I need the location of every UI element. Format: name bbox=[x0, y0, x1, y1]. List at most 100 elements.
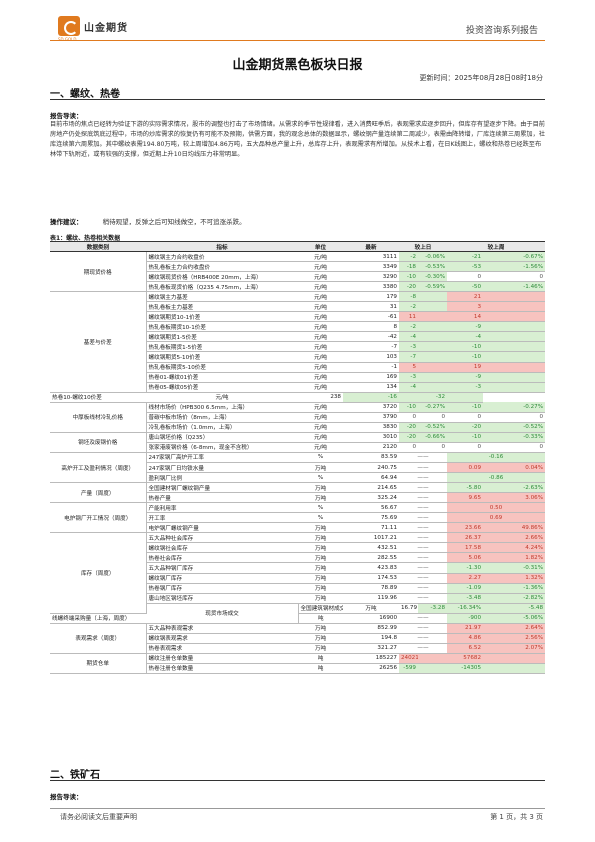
week-change-cell: -14305 bbox=[447, 663, 484, 674]
indicator-cell: 热轧卷板主力基差 bbox=[146, 301, 298, 313]
table-row: 电炉钢厂开工情况（周度） 产能利用率% 56.67 —— 0.50 bbox=[50, 502, 546, 534]
latest-value-cell: 31 bbox=[343, 301, 399, 313]
week-change-cell: 17.58 bbox=[447, 542, 484, 554]
latest-value-cell: 321.27 bbox=[343, 643, 399, 654]
week-change-cell: 57682 bbox=[447, 653, 484, 664]
indicator-cell: 螺纹钢社会库存 bbox=[146, 542, 298, 554]
day-change-cell: -3 bbox=[399, 341, 418, 353]
day-change-cell: -20 bbox=[399, 281, 418, 293]
day-change-cell: -3.28 bbox=[418, 603, 448, 614]
week-change-cell: 6.52 bbox=[447, 643, 484, 654]
day-change-cell: -10 bbox=[399, 402, 418, 413]
section-divider bbox=[50, 780, 545, 781]
week-change-pct-cell: 0 bbox=[483, 442, 546, 453]
week-change-cell: -1.09 bbox=[447, 583, 484, 594]
indicator-cell: 螺纹钢期货10-1价差 bbox=[146, 311, 298, 323]
week-change-pct-cell: -1.46% bbox=[483, 281, 546, 293]
unit-cell: 元/吨 bbox=[298, 331, 343, 343]
indicator-cell: 普碳中板市场价（8mm，上海） bbox=[146, 412, 298, 423]
indicator-cell: 热卷05-螺纹05价差 bbox=[146, 382, 298, 393]
latest-value-cell: 174.53 bbox=[343, 573, 399, 584]
latest-value-cell: 214.65 bbox=[343, 482, 399, 494]
operation-advice-label: 操作建议： bbox=[50, 218, 83, 226]
week-change-cell: -9 bbox=[447, 321, 484, 333]
report-guide-label: 报告导读： bbox=[50, 793, 83, 801]
week-change-pct-cell bbox=[483, 372, 546, 383]
week-change-pct-cell bbox=[483, 331, 546, 343]
day-change-cell: 0 bbox=[399, 442, 418, 453]
latest-value-cell: 852.99 bbox=[343, 623, 399, 634]
operation-advice: 操作建议： 稍待观望，反弹之后可知线做空，不可追涨杀跌。 bbox=[50, 216, 246, 226]
table-row: 冷轧卷板市场价（1.0mm，上海） 元/吨 3830 -20 -0.52% -20 -0.5… bbox=[50, 422, 546, 433]
week-change-cell: 3 bbox=[447, 301, 484, 313]
indicator-cell: 热轧卷板期货1-5价差 bbox=[146, 341, 298, 353]
day-change-pct-cell: -16.34% bbox=[447, 603, 484, 614]
week-change-pct-cell: 49.86% bbox=[483, 522, 546, 534]
table-row: 库存（周度） 五大品种社会库存 万吨 1017.21 —— 26.37 2.66% bbox=[50, 532, 546, 614]
week-change-cell: 4.86 bbox=[447, 633, 484, 644]
day-change-pct-cell: -0.06% bbox=[418, 251, 448, 263]
day-change-pct-cell bbox=[418, 351, 448, 363]
latest-value-cell: 432.51 bbox=[343, 542, 399, 554]
unit-cell: 吨 bbox=[298, 613, 343, 624]
day-change-pct-cell: -0.30% bbox=[418, 271, 448, 283]
day-change-cell: —— bbox=[399, 512, 448, 524]
day-change-cell: 24021 bbox=[399, 653, 418, 664]
logo-text: 山金期货 bbox=[84, 22, 128, 34]
disclaimer-note: 请务必阅读文后重要声明 bbox=[60, 813, 137, 821]
section-heading-rebar: 一、螺纹、热卷 bbox=[50, 89, 120, 100]
report-series: 投资咨询系列报告 bbox=[465, 26, 538, 36]
indicator-cell: 螺纹注册仓单数量 bbox=[146, 653, 298, 664]
day-change-pct-cell bbox=[418, 382, 448, 393]
category-cell: 库存（周度） bbox=[50, 532, 147, 614]
category-cell: 产量（周度） bbox=[50, 482, 147, 504]
week-change-cell: 19 bbox=[447, 362, 484, 373]
table-row: 表观需求（周度） 五大品种表观需求 万吨 852.99 —— 21.97 2.64% bbox=[50, 623, 546, 654]
indicator-cell: 热轧卷板主力合约收盘价 bbox=[146, 261, 298, 273]
unit-cell: 万吨 bbox=[298, 552, 343, 564]
week-change-cell: 9.65 bbox=[447, 492, 484, 504]
week-change-cell: -3.48 bbox=[447, 593, 484, 604]
week-change-cell: 0.50 bbox=[447, 502, 546, 514]
category-cell: 电炉钢厂开工情况（周度） bbox=[50, 502, 147, 534]
latest-value-cell: 8 bbox=[343, 321, 399, 333]
indicator-cell: 五大品种社会库存 bbox=[146, 532, 298, 544]
unit-cell: 万吨 bbox=[298, 562, 343, 574]
latest-value-cell: 185227 bbox=[343, 653, 399, 664]
latest-value-cell: 325.24 bbox=[343, 492, 399, 504]
latest-value-cell: 179 bbox=[343, 291, 399, 303]
day-change-pct-cell bbox=[418, 301, 448, 313]
latest-value-cell: 119.96 bbox=[343, 593, 399, 604]
latest-value-cell: 3720 bbox=[343, 402, 399, 413]
unit-cell: 万吨 bbox=[298, 593, 343, 604]
indicator-cell: 冷轧卷板市场价（1.0mm，上海） bbox=[146, 422, 298, 433]
table-row: 产量（周度） 全国建材钢厂螺纹钢产量 万吨 214.65 —— -5.80 -2.63% bbox=[50, 482, 546, 504]
unit-cell: 万吨 bbox=[298, 643, 343, 654]
week-change-pct-cell: -2.82% bbox=[483, 593, 546, 604]
table-row: 现货市场成交全国建筑钢材成交量（7天移动均值，钢银）万吨16.79-3.28-1… bbox=[50, 603, 546, 624]
week-change-pct-cell: -0.31% bbox=[483, 562, 546, 574]
report-guide-label: 报告导读： bbox=[50, 112, 83, 120]
indicator-cell: 螺纹钢期货5-10价差 bbox=[146, 351, 298, 363]
latest-value-cell: 3010 bbox=[343, 432, 399, 443]
week-change-cell: -32 bbox=[418, 392, 448, 403]
latest-value-cell: 64.94 bbox=[343, 472, 399, 484]
latest-value-cell: 2120 bbox=[343, 442, 399, 453]
day-change-pct-cell bbox=[418, 663, 448, 674]
unit-cell: 元/吨 bbox=[298, 251, 343, 263]
week-change-cell: 21.97 bbox=[447, 623, 484, 634]
day-change-cell: -18 bbox=[399, 261, 418, 273]
week-change-pct-cell: 0 bbox=[483, 412, 546, 423]
day-change-pct-cell: 0 bbox=[418, 412, 448, 423]
unit-cell: 万吨 bbox=[343, 603, 399, 614]
table-row: 热轧卷板主力合约收盘价 元/吨 3349 -18 -0.53% -53 -1.56% bbox=[50, 261, 546, 273]
table-row: 螺纹钢期货5-10价差 元/吨 103 -7 -10 bbox=[50, 351, 546, 363]
week-change-cell: 14 bbox=[447, 311, 484, 323]
week-change-cell: -50 bbox=[447, 281, 484, 293]
week-change-cell: 23.66 bbox=[447, 522, 484, 534]
table-row: 热卷表观需求 万吨 321.27 —— 6.52 2.07% bbox=[50, 643, 546, 654]
day-change-cell: —— bbox=[399, 633, 448, 644]
day-change-cell: —— bbox=[399, 532, 448, 544]
category-cell: 现货市场成交 bbox=[146, 603, 299, 624]
table-row: 电炉钢厂螺纹钢产量 万吨 71.11 —— 23.66 49.86% bbox=[50, 522, 546, 534]
